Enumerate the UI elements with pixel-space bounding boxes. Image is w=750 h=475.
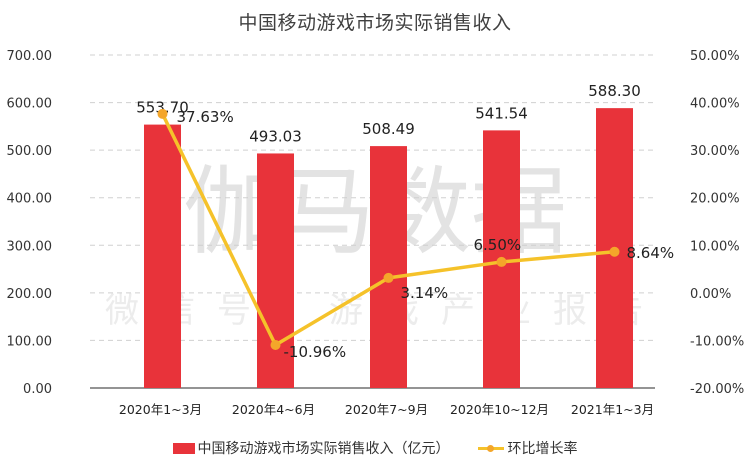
x-axis-category: 2020年1~3月 [119, 402, 202, 417]
line-value-label: 6.50% [474, 236, 522, 254]
left-axis-tick: 300.00 [7, 239, 53, 254]
left-axis-tick: 100.00 [7, 334, 53, 349]
left-axis-tick: 500.00 [7, 144, 53, 159]
bar-value-label: 493.03 [249, 127, 302, 145]
right-axis-tick: 20.00% [690, 192, 740, 207]
chart-title: 中国移动游戏市场实际销售收入 [238, 12, 512, 34]
right-axis-tick: 40.00% [690, 97, 740, 112]
left-axis-tick: 0.00 [23, 382, 52, 397]
x-axis-category: 2020年7~9月 [345, 402, 428, 417]
x-axis-category: 2021年1~3月 [571, 402, 654, 417]
left-axis-tick: 200.00 [7, 287, 53, 302]
growth-rate-marker [609, 246, 620, 257]
growth-rate-marker [383, 272, 394, 283]
right-axis-tick: 50.00% [690, 49, 740, 64]
left-axis-tick: 700.00 [7, 49, 53, 64]
line-swatch-icon [477, 443, 504, 454]
bar-swatch-icon [172, 442, 195, 454]
right-axis-tick: 0.00% [690, 287, 731, 302]
right-axis-tick: 30.00% [690, 144, 740, 159]
right-axis-tick: 10.00% [690, 239, 740, 254]
line-value-label: -10.96% [284, 343, 347, 361]
left-axis-tick: 400.00 [7, 192, 53, 207]
legend-item-growth: 环比增长率 [477, 438, 578, 458]
legend-label-revenue: 中国移动游戏市场实际销售收入（亿元） [197, 441, 450, 457]
legend-item-revenue: 中国移动游戏市场实际销售收入（亿元） [172, 438, 450, 458]
revenue-bar [370, 146, 407, 388]
revenue-bar [144, 124, 181, 389]
legend: 中国移动游戏市场实际销售收入（亿元） 环比增长率 [0, 438, 750, 458]
chart-canvas: 伽马数据微信号：游戏产业报告700.00600.00500.00400.0030… [7, 49, 745, 417]
right-axis-tick: -10.00% [690, 334, 744, 349]
line-value-label: 8.64% [627, 244, 675, 262]
left-axis-tick: 600.00 [7, 97, 53, 112]
x-axis-category: 2020年10~12月 [450, 402, 549, 417]
bar-value-label: 553.70 [136, 99, 189, 117]
line-value-label: 37.63% [177, 108, 234, 126]
growth-rate-marker [157, 108, 168, 119]
bar-value-label: 541.54 [475, 104, 528, 122]
right-axis-tick: -20.00% [690, 382, 744, 397]
legend-label-growth: 环比增长率 [507, 441, 578, 457]
bar-value-label: 588.30 [588, 82, 641, 100]
x-axis-category: 2020年4~6月 [232, 402, 315, 417]
line-value-label: 3.14% [401, 284, 449, 302]
bar-value-label: 508.49 [362, 120, 415, 138]
growth-rate-marker [496, 256, 507, 267]
growth-rate-marker [270, 339, 281, 350]
